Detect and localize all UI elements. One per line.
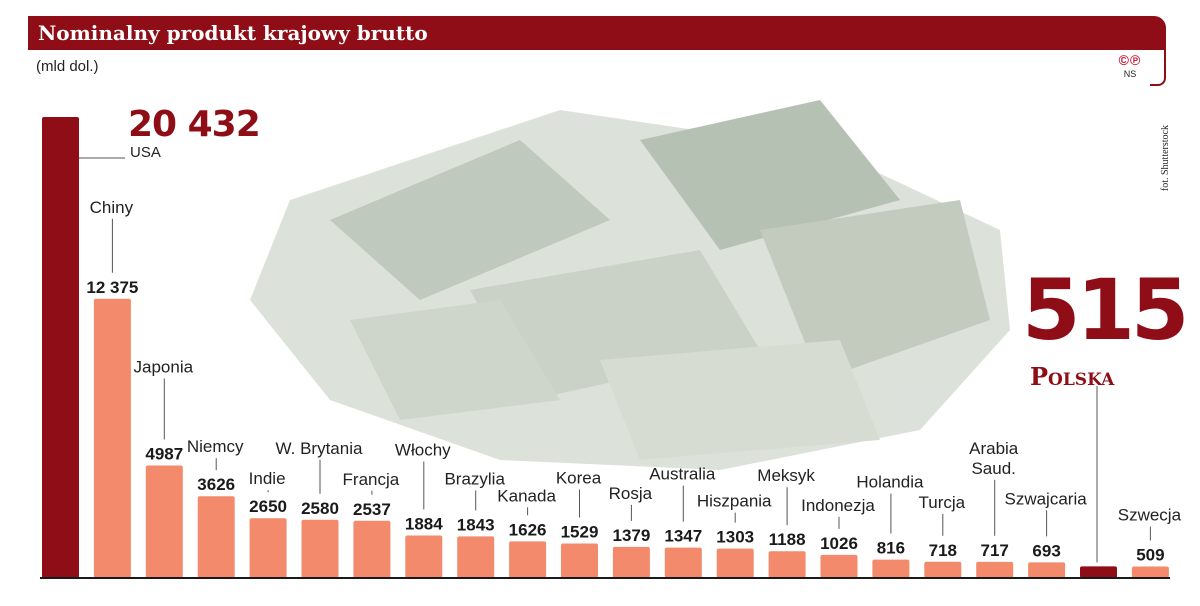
value-label: 3626 [197,475,235,494]
bar-holandia [872,559,910,578]
category-label: W. Brytania [276,439,363,458]
bar-brazylia [457,536,495,578]
bar-australia [664,547,702,578]
bar-rosja [612,546,650,578]
category-label: Saud. [971,459,1015,478]
category-label: Indonezja [801,496,875,515]
bar-indonezja [820,554,858,578]
value-label: 509 [1136,546,1164,565]
copyright-icon: ©℗ [1118,52,1142,68]
money-illustration [250,100,1010,470]
header-banner: Nominalny produkt krajowy brutto [28,16,1166,50]
category-label: Szwajcaria [1004,489,1087,508]
usa-value-callout: 20 432 [128,104,261,145]
value-label: 2650 [249,497,287,516]
category-label: Rosja [609,484,653,503]
publisher-logo: ©℗ NS [1110,52,1150,79]
category-label: Włochy [395,440,451,459]
category-label: Arabia [969,439,1019,458]
value-label: 1626 [509,520,547,539]
category-label: Kanada [497,486,556,505]
value-label: 1347 [664,527,702,546]
value-label: 12 375 [86,278,138,297]
bar-japonia [145,465,183,578]
category-label: Francja [343,470,400,489]
bar-kanada [509,541,547,578]
bar-turcja [924,561,962,578]
bar-włochy [405,535,443,578]
category-label: Brazylia [444,469,505,488]
value-label: 693 [1032,541,1060,560]
category-label: Holandia [856,473,924,492]
value-label: 1884 [405,514,443,533]
bar-francja [353,520,391,578]
bar-meksyk [768,551,806,578]
value-label: 1379 [612,526,650,545]
bar-arabia-saud- [976,561,1014,578]
value-label: 2537 [353,500,391,519]
category-label: Meksyk [757,466,815,485]
bar-niemcy [197,496,235,578]
category-label: Indie [249,469,286,488]
chart-title: Nominalny produkt krajowy brutto [38,21,428,45]
chart-subtitle: (mld dol.) [36,58,99,75]
polska-value-callout: 515 [1022,261,1189,359]
value-label: 1529 [561,523,599,542]
bar-chiny [93,298,131,578]
category-label: Chiny [90,198,134,217]
value-label: 1843 [457,515,495,534]
value-label: 717 [981,541,1009,560]
category-label: Korea [556,469,602,488]
category-label: Niemcy [187,437,244,456]
header-frame-line [1150,40,1166,86]
bar-polska [1080,566,1117,578]
bar-indie [249,518,287,578]
category-label: Japonia [134,357,194,376]
bar-korea [561,543,598,578]
bar-hiszpania [716,548,754,578]
bar-usa [42,117,79,578]
value-label: 718 [929,541,957,560]
category-label: Australia [649,465,716,484]
value-label: 2580 [301,499,339,518]
value-label: 4987 [145,444,183,463]
category-label: Szwecja [1118,506,1182,525]
category-label: Turcja [918,493,965,512]
value-label: 1303 [716,528,754,547]
value-label: 1188 [769,530,806,549]
category-label: Hiszpania [697,492,772,511]
polska-label-callout: Polska [1030,362,1115,391]
value-label: 816 [877,539,905,558]
value-label: 1026 [820,534,858,553]
usa-label-callout: USA [130,144,161,161]
bar-szwecja [1131,566,1169,578]
bar-szwajcaria [1028,562,1066,578]
bar-w-brytania [301,519,339,578]
logo-initials: NS [1123,69,1137,79]
